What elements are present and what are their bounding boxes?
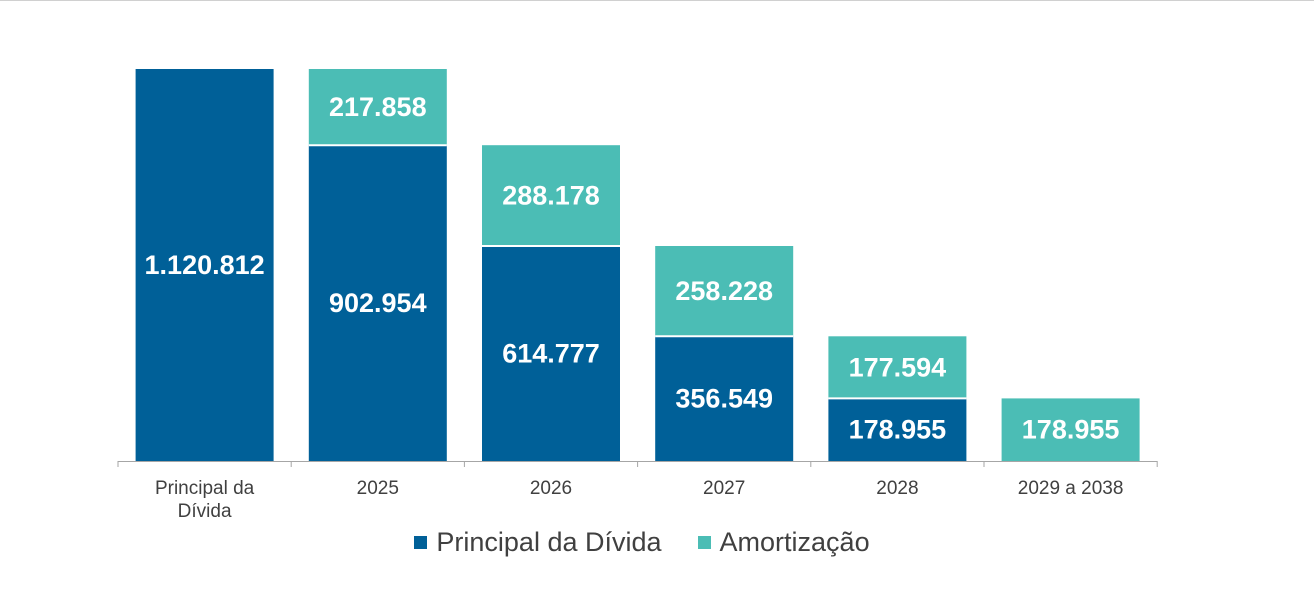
x-tick-label-2029-a-2038: 2029 a 2038	[1018, 478, 1124, 499]
x-tick-label-2028: 2028	[876, 478, 918, 499]
data-label-principal-da-divida-2027: 356.549	[675, 384, 773, 414]
x-tick-label-2025: 2025	[357, 478, 399, 499]
data-label-amortizacao-2028: 177.594	[849, 352, 947, 382]
data-label-principal-da-divida-2026: 614.777	[502, 339, 600, 369]
top-rule	[0, 0, 1314, 1]
bar-principal-da-divida-2028	[828, 398, 967, 461]
bar-amortizacao-2026	[482, 145, 620, 246]
legend-label-amortizacao: Amortização	[719, 527, 870, 557]
data-label-amortizacao-2029-a-2038: 178.955	[1022, 415, 1120, 445]
legend-swatch-amortizacao	[697, 536, 711, 549]
data-label-amortizacao-2027: 258.228	[675, 276, 773, 306]
bars-layer	[135, 69, 1140, 461]
bar-principal-da-divida-2025	[308, 145, 447, 461]
bar-principal-da-divida-2027	[655, 336, 794, 461]
bar-amortizacao-2027	[655, 246, 794, 337]
bar-amortizacao-2025	[308, 69, 447, 146]
legend-swatch-principal	[414, 536, 428, 549]
data-label-amortizacao-2025: 217.858	[329, 92, 427, 122]
bar-amortizacao-2029-a-2038	[1001, 398, 1140, 461]
legend: Principal da Dívida Amortização	[0, 527, 1284, 558]
data-label-principal-da-divida-2025: 902.954	[329, 288, 427, 318]
data-labels-layer: 1.120.812 902.954 217.858 614.777 288.178 356…	[145, 92, 1120, 445]
x-axis: Principal da Dívida 2025 2026 2027 2028 2029 a…	[117, 461, 1158, 522]
legend-item-amortizacao: Amortização	[697, 527, 870, 558]
legend-item-principal: Principal da Dívida	[414, 527, 662, 558]
data-label-principal-da-divida-principal-da-divida: 1.120.812	[145, 250, 265, 280]
bar-amortizacao-2028	[828, 336, 967, 399]
bar-principal-da-divida-principal-da-divida	[135, 69, 274, 461]
bar-principal-da-divida-2026	[482, 246, 620, 461]
x-tick-label-2026: 2026	[530, 478, 572, 499]
legend-label-principal: Principal da Dívida	[436, 527, 662, 557]
data-label-principal-da-divida-2028: 178.955	[849, 415, 947, 445]
data-label-amortizacao-2026: 288.178	[502, 181, 600, 211]
x-tick-label-2027: 2027	[703, 478, 745, 499]
x-tick-label-principal-da-divida: Principal da Dívida	[155, 478, 255, 522]
